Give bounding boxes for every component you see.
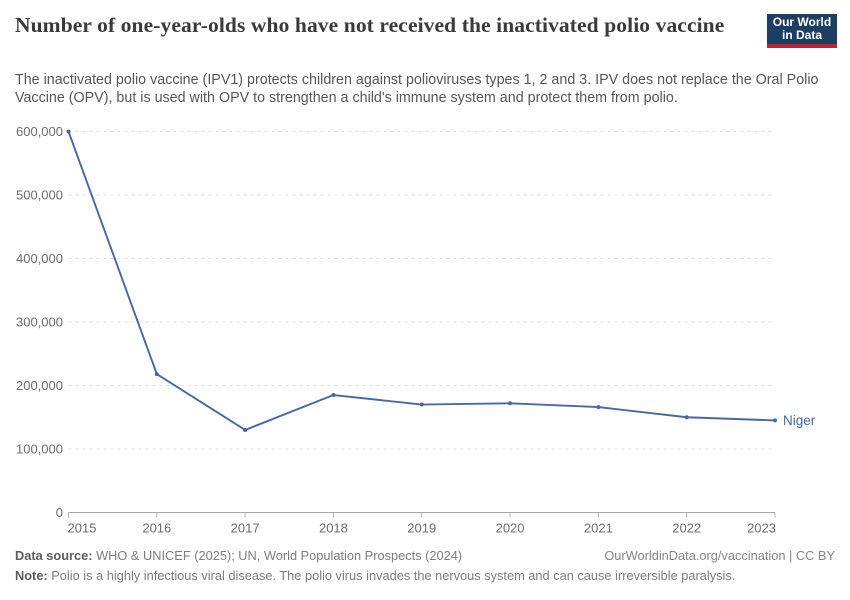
y-axis-tick-label: 500,000 [16, 188, 63, 203]
y-axis-tick-label: 200,000 [16, 378, 63, 393]
note-text: Polio is a highly infectious viral disea… [51, 568, 736, 583]
data-source-label: Data source: [15, 548, 93, 563]
chart-subtitle: The inactivated polio vaccine (IPV1) pro… [15, 72, 819, 106]
series-line-niger[interactable] [67, 130, 776, 431]
data-point-2016[interactable] [154, 372, 159, 377]
owid-logo[interactable]: Our World in Data [767, 14, 837, 48]
data-point-2021[interactable] [596, 405, 601, 410]
x-axis-tick-label: 2021 [584, 521, 613, 536]
data-point-2018[interactable] [331, 393, 336, 398]
y-axis-tick-label: 0 [56, 505, 63, 520]
data-point-2015[interactable] [66, 129, 71, 134]
data-point-2023[interactable] [773, 418, 777, 423]
license-link[interactable]: OurWorldinData.org/vaccination | CC BY [604, 548, 835, 563]
y-axis-tick-label: 400,000 [16, 251, 63, 266]
data-source: Data source: WHO & UNICEF (2025); UN, Wo… [15, 546, 462, 566]
x-axis-tick-label: 2020 [496, 521, 525, 536]
data-point-2022[interactable] [684, 415, 689, 420]
logo-line1: Our World [772, 15, 832, 29]
y-axis-tick-label: 600,000 [16, 124, 63, 139]
x-axis-tick-label: 2018 [319, 521, 348, 536]
y-axis-tick-label: 100,000 [16, 442, 63, 457]
x-axis-tick-label: 2019 [407, 521, 436, 536]
x-axis-tick-label: 2022 [672, 521, 701, 536]
logo-line2: in Data [781, 28, 822, 42]
x-axis-tick-label: 2023 [747, 521, 776, 536]
page-title: Number of one-year-olds who have not rec… [15, 13, 725, 37]
note-label: Note: [15, 568, 48, 583]
data-point-2019[interactable] [419, 402, 424, 407]
x-axis-tick-label: 2016 [142, 521, 171, 536]
data-point-2020[interactable] [508, 401, 513, 406]
y-axis-tick-label: 300,000 [16, 315, 63, 330]
data-point-2017[interactable] [243, 427, 248, 432]
x-axis-tick-label: 2015 [68, 521, 97, 536]
data-source-text: WHO & UNICEF (2025); UN, World Populatio… [96, 548, 463, 563]
chart-footer: Data source: WHO & UNICEF (2025); UN, Wo… [15, 546, 835, 586]
chart-note: Note: Polio is a highly infectious viral… [15, 566, 735, 586]
series-end-label[interactable]: Niger [783, 413, 816, 428]
x-axis-tick-label: 2017 [231, 521, 260, 536]
